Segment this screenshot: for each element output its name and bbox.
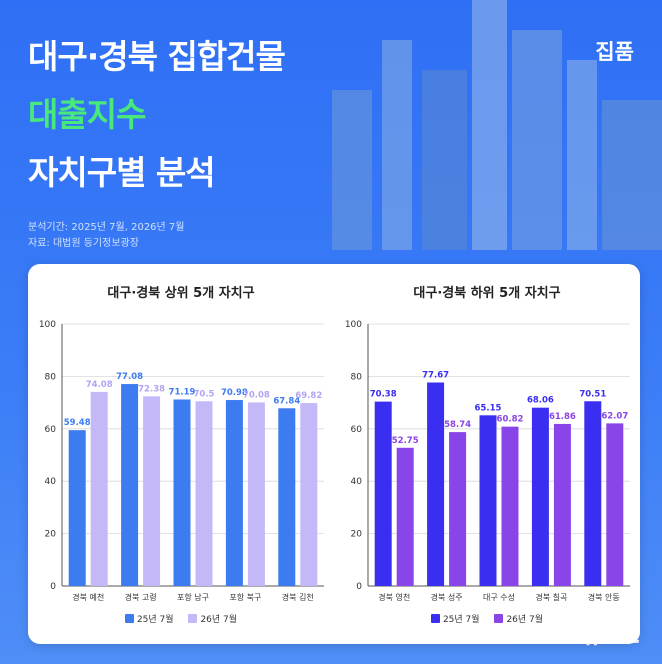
bar-2026 [300,403,318,586]
city-skyline-background [332,0,662,250]
title-line-1: 대구·경북 집합건물 [28,37,286,76]
legend-item-2026: 26년 7월 [494,612,543,625]
data-label: 74.08 [86,380,113,390]
bar-2026 [247,402,265,586]
y-tick-label: 40 [351,477,363,487]
title-line-3: 자치구별 분석 [28,153,216,192]
bar-2025 [68,430,86,586]
y-tick-label: 100 [39,320,56,330]
data-label: 70.98 [221,388,248,398]
bar-2026 [606,423,624,586]
x-tick-label: 경북 고령 [125,592,157,602]
data-label: 58.74 [444,420,471,430]
data-label: 59.48 [64,418,91,428]
bar-2025 [427,382,445,586]
legend-item-2025: 25년 7월 [124,612,174,625]
data-label: 60.82 [497,415,524,425]
x-tick-label: 경북 김천 [282,592,314,602]
bar-2025 [278,408,296,586]
legend-label-2026: 26년 7월 [506,615,544,625]
data-label: 69.82 [295,391,322,401]
legend-top5: 25년 7월 26년 7월 [28,612,334,625]
legend-swatch-2025 [430,614,440,623]
bar-2026 [396,447,414,586]
y-tick-label: 20 [351,530,363,540]
legend-label-2026: 26년 7월 [200,615,238,625]
chart-panel-bottom5: 대구·경북 하위 5개 자치구 0 20 40 60 80 100 70.38 52.75 경북… [334,264,640,644]
data-label: 70.5 [194,389,215,399]
data-label: 70.08 [243,390,270,400]
bar-2025 [584,401,602,586]
data-label: 65.15 [475,403,502,413]
bar-2026 [143,396,161,586]
data-label: 68.06 [527,396,554,406]
x-tick-label: 경북 영천 [378,592,410,602]
data-label: 67.84 [273,396,300,406]
bar-2025 [173,399,191,586]
data-label: 52.75 [392,436,419,446]
bar-2026 [449,432,467,586]
legend-bottom5: 25년 7월 26년 7월 [334,612,640,625]
y-tick-label: 100 [345,320,362,330]
x-tick-label: 경북 안동 [588,592,620,602]
data-label: 71.19 [169,387,196,397]
legend-swatch-2026 [188,614,198,623]
bar-chart-top5: 0 20 40 60 80 100 59.48 74.08 경북 예천 77.08 72.38 경북 … [39,320,324,602]
news-watermark: 뉴스1 [581,621,642,649]
bar-2025 [121,384,139,586]
x-tick-label: 경북 칠곡 [535,592,567,602]
legend-item-2026: 26년 7월 [188,612,237,625]
bar-2025 [531,407,549,586]
data-label: 70.51 [579,389,606,399]
data-label: 77.08 [116,372,143,382]
y-tick-label: 60 [351,425,363,435]
bar-chart-bottom5: 0 20 40 60 80 100 70.38 52.75 경북 영천 77.67 58.74 경북 … [345,320,630,602]
y-tick-label: 0 [50,582,56,592]
y-tick-label: 40 [45,477,57,487]
y-tick-label: 80 [45,372,57,382]
bar-2025 [225,400,243,586]
y-tick-label: 80 [351,372,363,382]
x-tick-label: 경북 성주 [431,592,463,602]
bar-2025 [374,401,392,586]
y-tick-label: 60 [45,425,57,435]
bar-2026 [553,423,571,586]
legend-label-2025: 25년 7월 [136,615,174,625]
charts-card: 대구·경북 상위 5개 자치구 0 20 40 60 80 100 59.48 74.08 경북… [28,264,640,644]
brand-logo-text: 집품 [595,40,634,64]
x-tick-label: 경북 예천 [72,592,104,602]
analysis-period: 분석기간: 2025년 7월, 2026년 7월 [28,222,185,233]
chart-title-top5: 대구·경북 상위 5개 자치구 [107,286,255,301]
data-label: 72.38 [138,384,165,394]
bar-2026 [501,426,519,586]
data-label: 77.67 [422,371,449,381]
bar-2026 [195,401,213,586]
data-label: 70.38 [370,390,397,400]
legend-label-2025: 25년 7월 [442,615,480,625]
x-tick-label: 포항 남구 [177,593,209,602]
bar-2025 [479,415,497,586]
y-tick-label: 20 [45,530,57,540]
chart-title-bottom5: 대구·경북 하위 5개 자치구 [413,286,561,301]
x-tick-label: 포항 북구 [229,593,261,602]
title-line-2: 대출지수 [28,95,146,134]
title-block: 대구·경북 집합건물 대출지수 자치구별 분석 [28,28,286,202]
data-source: 자료: 대법원 등기정보광장 [28,238,139,249]
legend-swatch-2026 [494,614,504,623]
data-label: 62.07 [601,411,628,421]
legend-item-2025: 25년 7월 [430,612,480,625]
y-tick-label: 0 [356,582,362,592]
bar-2026 [90,391,108,586]
chart-panel-top5: 대구·경북 상위 5개 자치구 0 20 40 60 80 100 59.48 74.08 경북… [28,264,334,644]
x-tick-label: 대구 수성 [483,593,515,602]
meta-info: 분석기간: 2025년 7월, 2026년 7월 자료: 대법원 등기정보광장 [28,220,185,252]
data-label: 61.86 [549,412,576,422]
legend-swatch-2025 [124,614,134,623]
